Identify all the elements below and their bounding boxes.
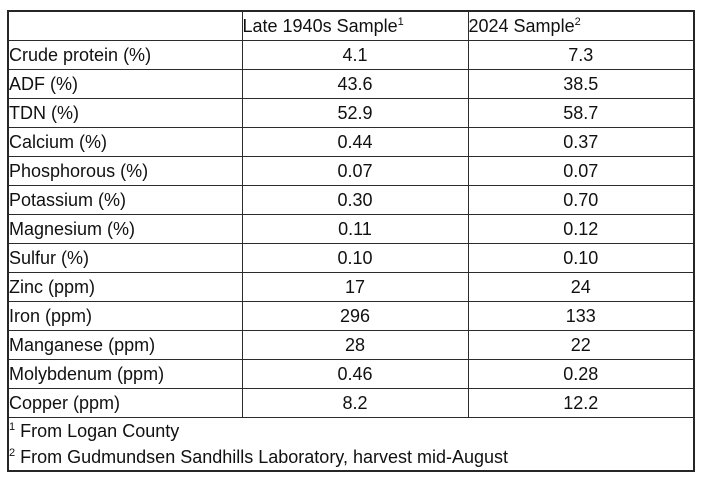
table-row: Iron (ppm) 296 133 [7,301,695,331]
value-2024: 0.10 [467,243,695,273]
value-late-1940s: 0.07 [241,156,469,186]
value-2024: 7.3 [467,40,695,70]
header-row: Late 1940s Sample1 2024 Sample2 [7,10,695,41]
value-2024: 0.07 [467,156,695,186]
table-header: Late 1940s Sample1 2024 Sample2 [7,10,695,41]
footnote-1: 1 From Logan County [9,418,693,444]
value-late-1940s: 28 [241,330,469,360]
table-row: Sulfur (%) 0.10 0.10 [7,243,695,273]
row-label: Potassium (%) [7,185,243,215]
table-body: Crude protein (%) 4.1 7.3 ADF (%) 43.6 38.5 TD… [7,40,695,418]
header-late-1940s-sample: Late 1940s Sample1 [241,10,469,41]
value-late-1940s: 17 [241,272,469,302]
row-label: Crude protein (%) [7,40,243,70]
nutrient-comparison-table-container: Late 1940s Sample1 2024 Sample2 Crude pr… [7,10,695,472]
value-2024: 22 [467,330,695,360]
table-row: ADF (%) 43.6 38.5 [7,69,695,99]
row-label: Iron (ppm) [7,301,243,331]
table-row: TDN (%) 52.9 58.7 [7,98,695,128]
table-row: Potassium (%) 0.30 0.70 [7,185,695,215]
footnote-2: 2 From Gudmundsen Sandhills Laboratory, … [9,444,693,470]
value-late-1940s: 0.44 [241,127,469,157]
value-2024: 0.12 [467,214,695,244]
row-label: Calcium (%) [7,127,243,157]
value-2024: 0.28 [467,359,695,389]
header-2024-sample: 2024 Sample2 [467,10,695,41]
row-label: ADF (%) [7,69,243,99]
table-footer: 1 From Logan County 2 From Gudmundsen Sa… [7,417,695,472]
table-row: Molybdenum (ppm) 0.46 0.28 [7,359,695,389]
header-late-1940s-label: Late 1940s Sample [242,15,398,36]
value-late-1940s: 0.30 [241,185,469,215]
value-late-1940s: 8.2 [241,388,469,418]
header-empty-cell [7,10,243,41]
table-row: Phosphorous (%) 0.07 0.07 [7,156,695,186]
header-2024-label: 2024 Sample [468,15,575,36]
value-2024: 12.2 [467,388,695,418]
row-label: Phosphorous (%) [7,156,243,186]
value-2024: 24 [467,272,695,302]
value-2024: 133 [467,301,695,331]
nutrient-comparison-table: Late 1940s Sample1 2024 Sample2 Crude pr… [7,10,695,472]
value-late-1940s: 0.10 [241,243,469,273]
table-row: Manganese (ppm) 28 22 [7,330,695,360]
value-late-1940s: 296 [241,301,469,331]
value-2024: 38.5 [467,69,695,99]
row-label: Manganese (ppm) [7,330,243,360]
header-late-1940s-footnote-marker: 1 [397,15,404,28]
table-row: Crude protein (%) 4.1 7.3 [7,40,695,70]
table-row: Magnesium (%) 0.11 0.12 [7,214,695,244]
value-2024: 0.70 [467,185,695,215]
row-label: Molybdenum (ppm) [7,359,243,389]
footnote-2-text: From Gudmundsen Sandhills Laboratory, ha… [20,447,509,467]
value-late-1940s: 0.46 [241,359,469,389]
value-late-1940s: 0.11 [241,214,469,244]
footnote-cell: 1 From Logan County 2 From Gudmundsen Sa… [7,417,695,472]
row-label: TDN (%) [7,98,243,128]
value-2024: 0.37 [467,127,695,157]
footnote-2-marker: 2 [9,447,16,459]
row-label: Magnesium (%) [7,214,243,244]
value-late-1940s: 4.1 [241,40,469,70]
value-late-1940s: 52.9 [241,98,469,128]
row-label: Zinc (ppm) [7,272,243,302]
row-label: Sulfur (%) [7,243,243,273]
footnote-row: 1 From Logan County 2 From Gudmundsen Sa… [7,417,695,472]
header-2024-footnote-marker: 2 [574,15,581,28]
row-label: Copper (ppm) [7,388,243,418]
table-row: Calcium (%) 0.44 0.37 [7,127,695,157]
value-2024: 58.7 [467,98,695,128]
table-row: Zinc (ppm) 17 24 [7,272,695,302]
table-row: Copper (ppm) 8.2 12.2 [7,388,695,418]
footnote-1-marker: 1 [9,421,16,433]
value-late-1940s: 43.6 [241,69,469,99]
footnote-1-text: From Logan County [20,421,180,441]
